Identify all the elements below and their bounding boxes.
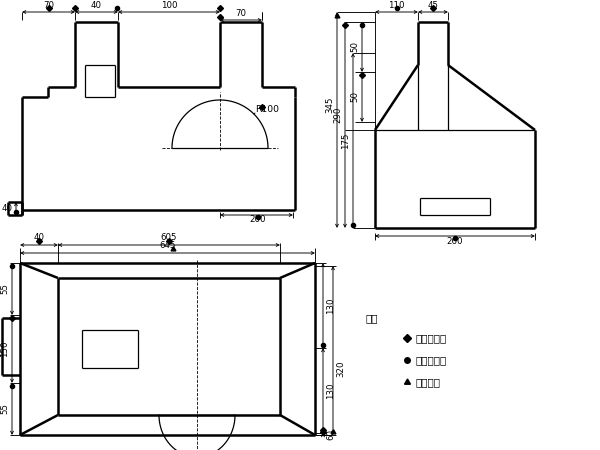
Text: 为定位尺寸: 为定位尺寸	[415, 355, 446, 365]
Text: R100: R100	[255, 105, 279, 114]
Text: 40: 40	[91, 0, 102, 9]
Text: 为定形尺寸: 为定形尺寸	[415, 333, 446, 343]
Text: 100: 100	[161, 0, 177, 9]
Text: 注：: 注：	[365, 313, 377, 323]
Text: 605: 605	[161, 234, 177, 243]
Text: 为总尺寸: 为总尺寸	[415, 377, 440, 387]
Text: 55: 55	[0, 284, 9, 294]
Text: 55: 55	[0, 404, 9, 414]
Text: 60: 60	[326, 428, 335, 440]
Text: 70: 70	[43, 0, 54, 9]
Text: 290: 290	[333, 107, 342, 123]
Text: 150: 150	[0, 341, 9, 357]
Text: 130: 130	[326, 297, 335, 314]
Text: 200: 200	[249, 216, 266, 225]
Text: 130: 130	[326, 382, 335, 399]
Text: 110: 110	[388, 0, 405, 9]
Text: 50: 50	[350, 41, 359, 53]
Text: 260: 260	[447, 238, 463, 247]
Text: 40: 40	[34, 234, 44, 243]
Text: 320: 320	[336, 361, 345, 377]
Text: 40: 40	[2, 204, 13, 213]
Text: 175: 175	[341, 132, 350, 149]
Text: 45: 45	[427, 0, 439, 9]
Text: 70: 70	[235, 9, 247, 18]
Text: 645: 645	[159, 242, 176, 251]
Text: 345: 345	[325, 97, 334, 113]
Text: 50: 50	[350, 91, 359, 103]
